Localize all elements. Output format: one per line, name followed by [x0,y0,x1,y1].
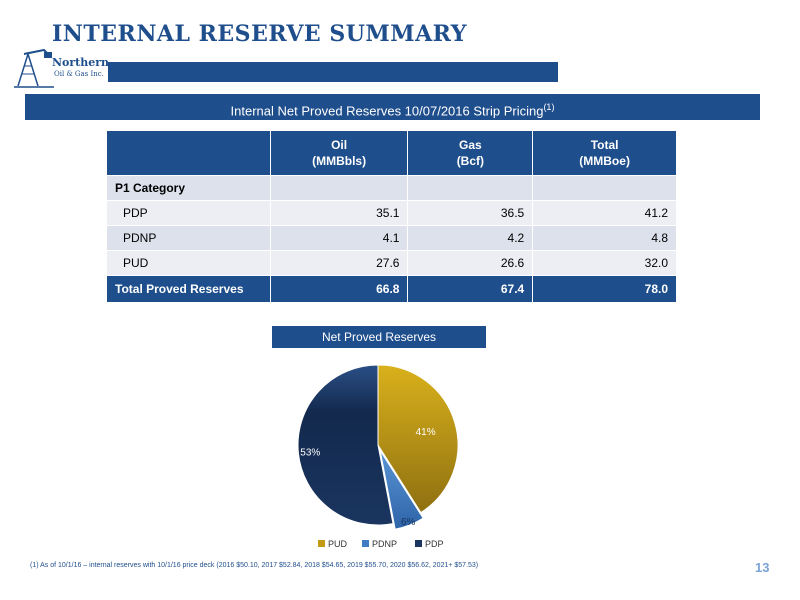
company-logo [14,48,54,88]
table-row: PDP 35.1 36.5 41.2 [106,200,677,226]
legend-swatch-pdnp [362,540,369,547]
section-banner: Internal Net Proved Reserves 10/07/2016 … [25,94,760,120]
slice-label-pdnp: 6% [401,517,416,528]
oil-value: 27.6 [269,250,409,276]
legend-swatch-pdp [415,540,422,547]
slice-label-pud: 41% [416,427,436,438]
total-gas-value: 67.4 [407,275,534,303]
pie-slice-pud [377,364,459,514]
header-empty [106,130,271,176]
legend-label-pdp: PDP [425,539,444,549]
row-label: PDNP [106,225,271,251]
page-number: 13 [755,560,770,575]
legend-label-pud: PUD [328,539,348,549]
header-stripe [108,62,558,82]
chart-title: Net Proved Reserves [272,326,486,348]
total-value: 41.2 [532,200,677,226]
table-row: PUD 27.6 26.6 32.0 [106,250,677,276]
logo-subname: Oil & Gas Inc. [54,70,104,78]
table-row: PDNP 4.1 4.2 4.8 [106,225,677,251]
total-label: Total Proved Reserves [106,275,271,303]
total-oil-value: 66.8 [269,275,409,303]
header-oil: Oil (MMBbls) [269,130,409,176]
gas-value: 4.2 [407,225,534,251]
gas-value: 36.5 [407,200,534,226]
header-total: Total (MMBoe) [532,130,677,176]
total-total-value: 78.0 [532,275,677,303]
reserves-table: Oil (MMBbls) Gas (Bcf) Total (MMBoe) P1 Cat… [106,130,677,303]
page-title: INTERNAL RESERVE SUMMARY [52,21,467,47]
banner-footnote-ref: (1) [543,102,555,112]
oil-value: 35.1 [269,200,409,226]
pie-slice-pdnp [379,450,424,530]
slice-label-pdp: 53% [300,447,320,458]
pie-slice-pdp [297,364,394,526]
gas-value: 26.6 [407,250,534,276]
logo-name: Northern [52,56,110,69]
table-header-row: Oil (MMBbls) Gas (Bcf) Total (MMBoe) [106,130,677,176]
total-row: Total Proved Reserves 66.8 67.4 78.0 [106,275,677,303]
banner-text: Internal Net Proved Reserves 10/07/2016 … [230,103,544,119]
legend-swatch-pud [318,540,325,547]
total-value: 4.8 [532,225,677,251]
oil-value: 4.1 [269,225,409,251]
legend-label-pdnp: PDNP [372,539,397,549]
row-label: PDP [106,200,271,226]
footnote: (1) As of 10/1/16 – internal reserves wi… [30,562,479,569]
